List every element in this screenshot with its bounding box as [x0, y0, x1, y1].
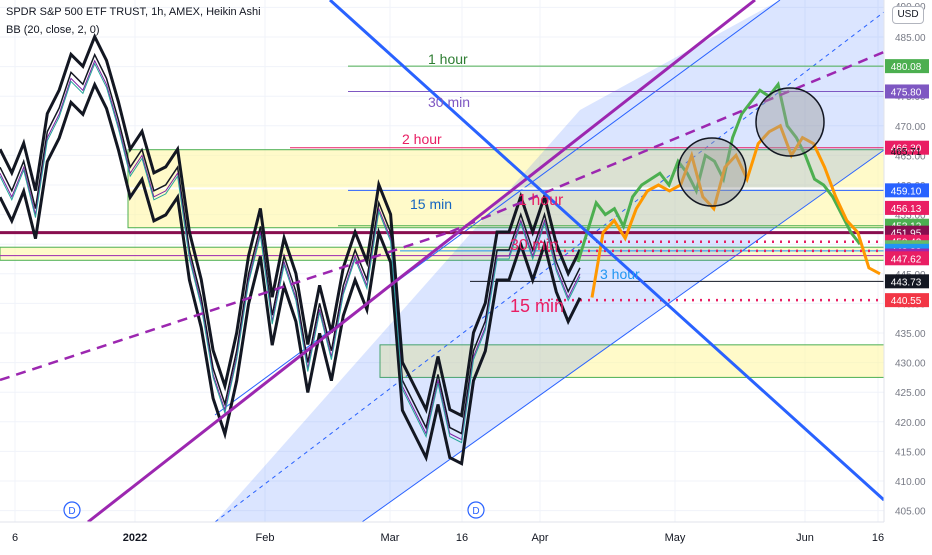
- price-tag-label: 475.80: [891, 87, 922, 98]
- price-tick: 470.00: [895, 122, 926, 133]
- purple-trendline: [87, 0, 756, 524]
- price-tag: [885, 59, 929, 74]
- price-tag-label: 465.71: [891, 147, 922, 158]
- price-tag: [885, 84, 929, 99]
- annotation-label: 1 hour: [518, 192, 564, 209]
- price-tag-label: 459.10: [891, 186, 922, 197]
- price-tag-label: 480.08: [891, 62, 922, 73]
- price-tag-label: 451.95: [891, 229, 922, 240]
- bollinger-lower: [0, 81, 582, 466]
- price-candles: [0, 62, 581, 444]
- price-tag: [885, 140, 929, 155]
- dividend-marker-label: D: [68, 506, 75, 517]
- background-layer: [0, 0, 885, 523]
- price-tag-label: 443.73: [891, 277, 922, 288]
- time-tick: May: [665, 532, 686, 544]
- channel-lower-line: [361, 149, 885, 523]
- price-tag-label: 447.62: [891, 254, 922, 265]
- annotation-label: 1 hour: [428, 51, 468, 67]
- pivot-zone: [0, 246, 885, 261]
- purple-dashed-trend: [449, 50, 885, 234]
- currency-button[interactable]: USD: [892, 6, 924, 24]
- purple-dashed-trend: [0, 230, 451, 382]
- price-wicks: [0, 59, 581, 441]
- price-tick: 485.00: [895, 33, 926, 44]
- annotation-label: 2 hour: [402, 131, 442, 147]
- time-tick: 6: [12, 532, 18, 544]
- time-tick: 16: [872, 532, 884, 544]
- time-tick: 16: [456, 532, 468, 544]
- annotation-label: 30 min: [428, 94, 470, 110]
- time-tick: Apr: [531, 532, 548, 544]
- price-tag: [885, 293, 929, 308]
- annotation-label: 30 min: [510, 237, 558, 254]
- time-tick: Feb: [256, 532, 275, 544]
- price-tick: 415.00: [895, 447, 926, 458]
- projection-green: [576, 80, 862, 263]
- time-tick: Jun: [796, 532, 814, 544]
- price-tick: 455.00: [895, 211, 926, 222]
- channel-upper-line: [214, 0, 781, 416]
- price-tag-label: 440.55: [891, 296, 922, 307]
- chart-title: SPDR S&P 500 ETF TRUST, 1h, AMEX, Heikin…: [6, 6, 261, 18]
- bollinger-upper: [0, 33, 582, 418]
- price-tick: 410.00: [895, 477, 926, 488]
- overlay-layer: 1 hour 30 min 2 hour 15 min 1 hour 30 min 3 ho…: [0, 0, 886, 524]
- bollinger-basis: [0, 52, 581, 435]
- price-tag: [885, 251, 929, 266]
- blue-trendline: [328, 0, 886, 502]
- price-tag: [885, 183, 929, 198]
- dividend-marker-label: D: [472, 506, 479, 517]
- price-tick: 420.00: [895, 418, 926, 429]
- dividend-marker: [467, 501, 485, 519]
- price-tick: 435.00: [895, 329, 926, 340]
- price-tag-label: 466.30: [891, 144, 922, 155]
- annotation-label: 15 min: [410, 196, 452, 212]
- time-axis-background: [0, 522, 884, 550]
- indicator-legend[interactable]: BB (20, close, 2, 0): [6, 24, 100, 36]
- dividend-marker: [63, 501, 81, 519]
- time-tick: Mar: [381, 532, 400, 544]
- price-tick: 465.00: [895, 151, 926, 162]
- price-tick: 405.00: [895, 507, 926, 518]
- projection-orange: [590, 123, 881, 298]
- price-tag-label: 456.13: [891, 204, 922, 215]
- price-tick: 430.00: [895, 359, 926, 370]
- price-tag: [885, 274, 929, 289]
- price-tick: 425.00: [895, 388, 926, 399]
- highlight-circle: [755, 87, 825, 157]
- time-tick: 2022: [123, 532, 147, 544]
- series-layer: [0, 33, 881, 466]
- annotation-label: 15 min: [510, 296, 564, 316]
- annotation-label: 3 hour: [600, 266, 640, 282]
- highlight-circle: [677, 137, 747, 207]
- price-tag: [885, 200, 929, 215]
